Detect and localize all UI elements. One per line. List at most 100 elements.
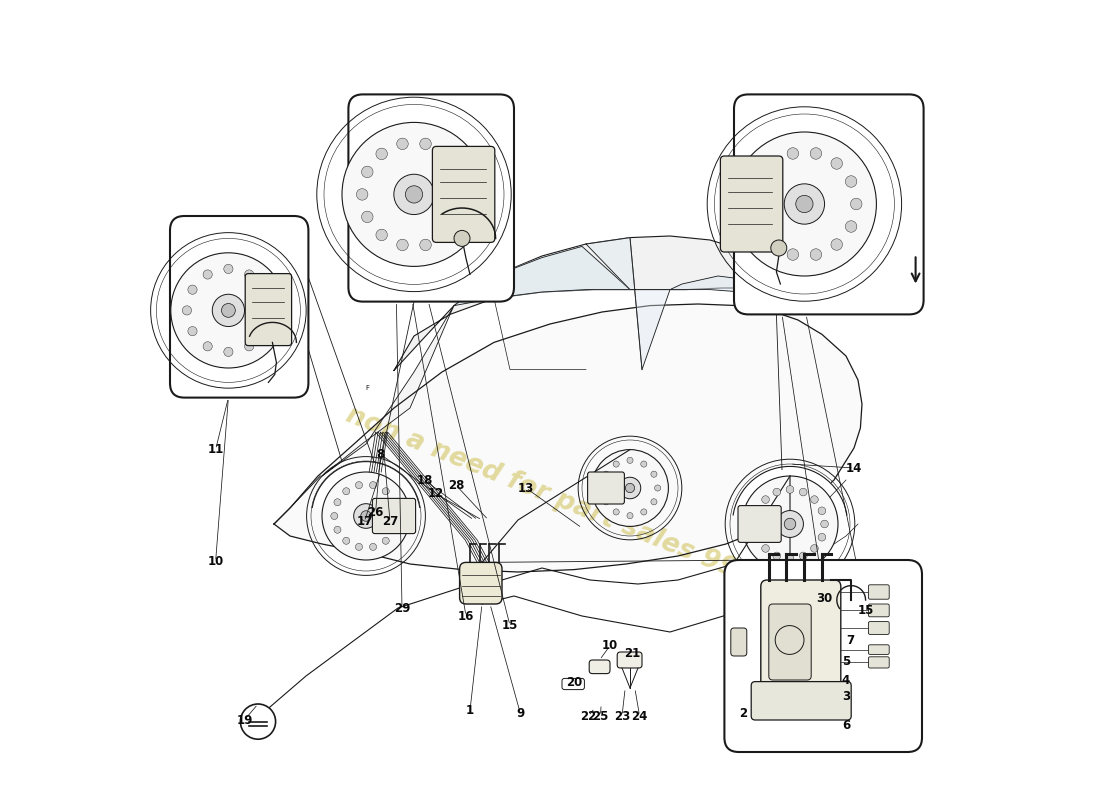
Circle shape: [818, 507, 826, 514]
Text: 28: 28: [448, 479, 464, 492]
FancyBboxPatch shape: [587, 472, 625, 504]
FancyBboxPatch shape: [868, 622, 889, 634]
FancyBboxPatch shape: [769, 604, 811, 680]
Circle shape: [747, 198, 758, 210]
Circle shape: [343, 488, 350, 494]
Circle shape: [260, 285, 268, 294]
Circle shape: [441, 148, 452, 160]
Circle shape: [244, 270, 254, 279]
Circle shape: [784, 184, 825, 224]
FancyBboxPatch shape: [868, 657, 889, 668]
Circle shape: [603, 471, 609, 478]
FancyBboxPatch shape: [868, 645, 889, 654]
Text: 2: 2: [739, 707, 748, 720]
Circle shape: [811, 545, 818, 552]
Circle shape: [811, 148, 822, 159]
Circle shape: [742, 476, 838, 572]
Text: 10: 10: [602, 639, 618, 652]
Circle shape: [221, 303, 235, 318]
Circle shape: [260, 326, 268, 336]
Text: 29: 29: [394, 602, 410, 614]
Text: 7: 7: [846, 634, 854, 646]
FancyBboxPatch shape: [738, 506, 781, 542]
FancyBboxPatch shape: [868, 585, 889, 599]
Circle shape: [342, 122, 486, 266]
Circle shape: [394, 513, 402, 519]
Circle shape: [830, 238, 843, 250]
Circle shape: [334, 526, 341, 534]
Circle shape: [362, 211, 373, 222]
Circle shape: [376, 148, 387, 160]
FancyBboxPatch shape: [349, 94, 514, 302]
Circle shape: [204, 342, 212, 351]
Circle shape: [397, 239, 408, 250]
FancyBboxPatch shape: [725, 560, 922, 752]
Circle shape: [795, 195, 813, 213]
FancyBboxPatch shape: [617, 652, 642, 668]
Text: 30: 30: [816, 592, 833, 605]
Circle shape: [613, 461, 619, 467]
Text: 18: 18: [416, 474, 432, 486]
Circle shape: [331, 513, 338, 519]
FancyBboxPatch shape: [868, 604, 889, 617]
Circle shape: [845, 176, 857, 187]
FancyBboxPatch shape: [720, 156, 783, 252]
Circle shape: [788, 148, 799, 159]
Circle shape: [382, 538, 389, 544]
Circle shape: [455, 166, 466, 178]
Circle shape: [420, 239, 431, 250]
Polygon shape: [670, 276, 770, 296]
Circle shape: [460, 189, 472, 200]
Circle shape: [600, 485, 605, 491]
Text: 15: 15: [858, 604, 874, 617]
Circle shape: [354, 504, 378, 528]
Circle shape: [223, 264, 233, 274]
Circle shape: [420, 138, 431, 150]
Text: non a need for part sales 995: non a need for part sales 995: [342, 402, 758, 590]
Circle shape: [773, 488, 781, 496]
Circle shape: [651, 498, 657, 505]
Circle shape: [592, 450, 669, 526]
Text: 23: 23: [614, 710, 630, 722]
Circle shape: [455, 211, 466, 222]
Circle shape: [777, 510, 803, 538]
FancyBboxPatch shape: [562, 678, 584, 690]
Text: 12: 12: [428, 487, 443, 500]
Circle shape: [619, 478, 641, 498]
Circle shape: [771, 240, 786, 256]
Circle shape: [355, 482, 363, 489]
Circle shape: [761, 545, 769, 552]
Text: 9: 9: [516, 707, 525, 720]
Circle shape: [322, 472, 410, 560]
FancyBboxPatch shape: [460, 562, 502, 604]
Circle shape: [752, 176, 763, 187]
Circle shape: [376, 229, 387, 241]
Text: 10: 10: [208, 555, 223, 568]
Circle shape: [603, 498, 609, 505]
Circle shape: [767, 238, 778, 250]
Circle shape: [370, 482, 376, 489]
FancyBboxPatch shape: [761, 580, 840, 688]
Circle shape: [244, 342, 254, 351]
Circle shape: [355, 543, 363, 550]
Circle shape: [241, 704, 276, 739]
Circle shape: [800, 488, 807, 496]
FancyBboxPatch shape: [751, 682, 851, 720]
Circle shape: [334, 498, 341, 506]
Circle shape: [755, 507, 762, 514]
Text: 20: 20: [565, 676, 582, 689]
Circle shape: [627, 458, 634, 463]
Circle shape: [755, 534, 762, 541]
Circle shape: [830, 158, 843, 170]
Circle shape: [761, 496, 769, 503]
FancyBboxPatch shape: [373, 498, 416, 534]
Polygon shape: [322, 306, 454, 476]
Circle shape: [850, 198, 862, 210]
Circle shape: [406, 186, 422, 203]
Text: 13: 13: [518, 482, 535, 494]
Circle shape: [800, 552, 807, 560]
FancyBboxPatch shape: [170, 216, 308, 398]
Text: 26: 26: [367, 506, 384, 518]
Circle shape: [767, 158, 778, 170]
Circle shape: [811, 496, 818, 503]
